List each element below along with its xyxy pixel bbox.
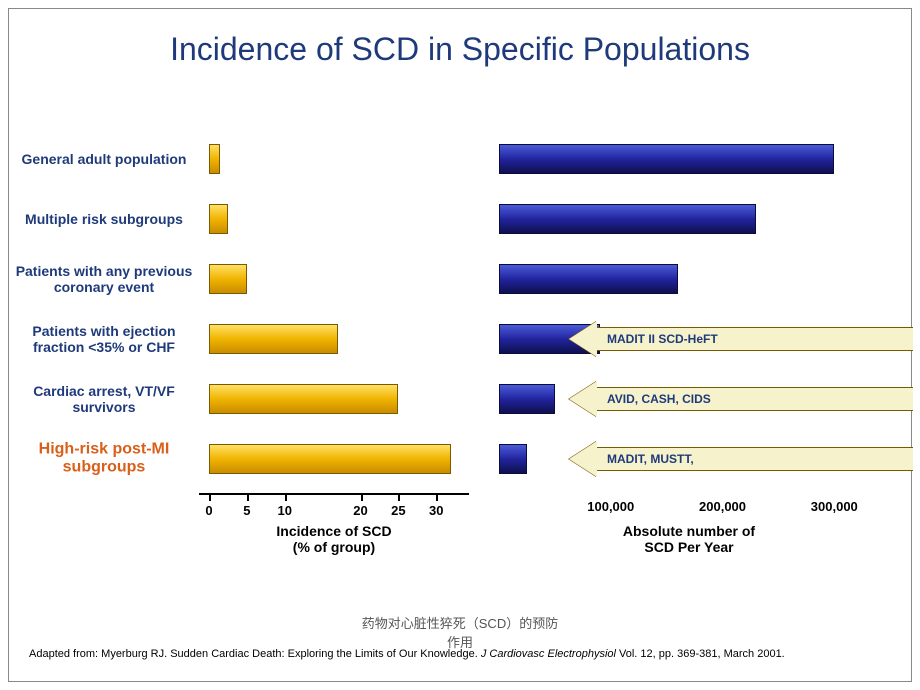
chart-row: Patients with any previous coronary even…	[9, 249, 913, 309]
left-axis-label: Incidence of SCD(% of group)	[209, 523, 459, 555]
right-tick-label: 300,000	[794, 499, 874, 514]
row-label: Multiple risk subgroups	[9, 211, 199, 227]
left-tick-mark	[285, 493, 287, 501]
incidence-bar	[209, 144, 220, 174]
left-tick-mark	[209, 493, 211, 501]
citation-journal: J Cardiovasc Electrophysiol	[481, 648, 619, 660]
absolute-bar	[499, 444, 527, 474]
citation-prefix: Adapted from: Myerburg RJ. Sudden Cardia…	[29, 648, 481, 660]
incidence-bar	[209, 324, 338, 354]
arrow-left-icon	[569, 441, 597, 477]
left-tick-mark	[436, 493, 438, 501]
chart-area: General adult population Multiple risk su…	[9, 129, 913, 579]
citation-text: Adapted from: Myerburg RJ. Sudden Cardia…	[29, 647, 891, 661]
arrow-left-icon	[569, 321, 597, 357]
incidence-bar-wrap	[209, 264, 459, 294]
row-label: Patients with any previous coronary even…	[9, 263, 199, 295]
incidence-bar	[209, 264, 247, 294]
citation-suffix: Vol. 12, pp. 369-381, March 2001.	[619, 648, 785, 660]
incidence-bar-wrap	[209, 384, 459, 414]
left-axis-line	[199, 493, 469, 495]
incidence-bar	[209, 384, 398, 414]
right-axis-label: Absolute number ofSCD Per Year	[499, 523, 879, 555]
left-tick-label: 20	[346, 503, 376, 518]
left-tick-mark	[361, 493, 363, 501]
chart-row: Cardiac arrest, VT/VF survivors AVID, CAS…	[9, 369, 913, 429]
row-label: General adult population	[9, 151, 199, 167]
incidence-bar-wrap	[209, 324, 459, 354]
trial-arrow: MADIT II SCD-HeFT	[569, 327, 913, 351]
row-label: High-risk post-MI subgroups	[9, 441, 199, 478]
absolute-bar-wrap	[499, 144, 879, 174]
arrow-label: AVID, CASH, CIDS	[597, 387, 913, 411]
left-tick-label: 10	[270, 503, 300, 518]
chart-row: Multiple risk subgroups	[9, 189, 913, 249]
right-tick-label: 100,000	[571, 499, 651, 514]
incidence-bar	[209, 204, 228, 234]
absolute-bar	[499, 384, 555, 414]
chart-row: High-risk post-MI subgroups MADIT, MUSTT,	[9, 429, 913, 489]
left-tick-label: 25	[383, 503, 413, 518]
watermark-text: 药物对心脏性猝死（SCD）的预防作用	[9, 613, 911, 651]
arrow-left-icon	[569, 381, 597, 417]
left-tick-label: 5	[232, 503, 262, 518]
slide-title: Incidence of SCD in Specific Populations	[9, 31, 911, 68]
left-tick-mark	[398, 493, 400, 501]
arrow-label: MADIT II SCD-HeFT	[597, 327, 913, 351]
trial-arrow: MADIT, MUSTT,	[569, 447, 913, 471]
incidence-bar-wrap	[209, 204, 459, 234]
chart-row: Patients with ejection fraction <35% or …	[9, 309, 913, 369]
absolute-bar-wrap	[499, 204, 879, 234]
absolute-bar	[499, 204, 756, 234]
incidence-bar	[209, 444, 451, 474]
absolute-bar	[499, 144, 834, 174]
chart-row: General adult population	[9, 129, 913, 189]
row-label: Patients with ejection fraction <35% or …	[9, 323, 199, 355]
incidence-bar-wrap	[209, 144, 459, 174]
left-tick-label: 30	[421, 503, 451, 518]
absolute-bar-wrap	[499, 264, 879, 294]
slide-frame: Incidence of SCD in Specific Populations…	[8, 8, 912, 682]
row-label: Cardiac arrest, VT/VF survivors	[9, 383, 199, 415]
trial-arrow: AVID, CASH, CIDS	[569, 387, 913, 411]
incidence-bar-wrap	[209, 444, 459, 474]
arrow-label: MADIT, MUSTT,	[597, 447, 913, 471]
left-tick-mark	[247, 493, 249, 501]
right-tick-label: 200,000	[683, 499, 763, 514]
absolute-bar	[499, 264, 678, 294]
left-tick-label: 0	[194, 503, 224, 518]
